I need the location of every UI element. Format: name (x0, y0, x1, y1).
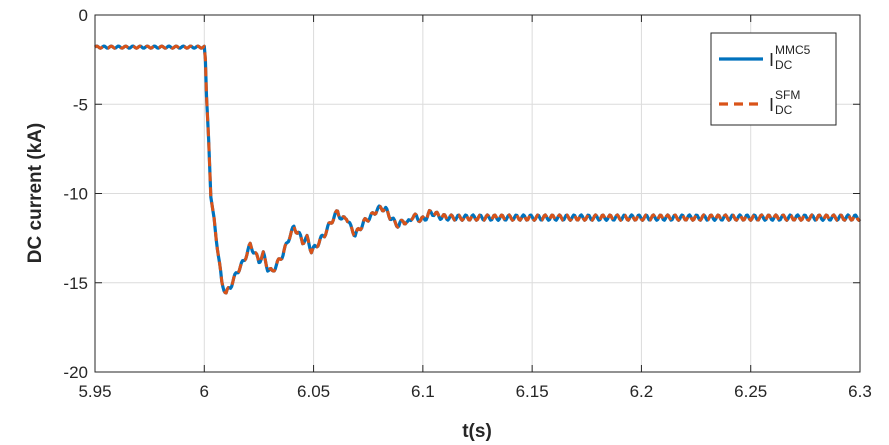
y-tick-label: 0 (79, 6, 88, 25)
x-tick-label: 5.95 (78, 382, 111, 401)
x-tick-label: 6.25 (734, 382, 767, 401)
series-line-2 (94, 44, 862, 295)
y-tick-label: -5 (73, 95, 88, 114)
y-tick-label: -15 (63, 274, 88, 293)
x-tick-label: 6 (200, 382, 209, 401)
legend: IMMC5 DC ISFM DC (710, 32, 837, 126)
x-axis-label: t(s) (462, 421, 492, 442)
series-layer (94, 44, 862, 295)
y-axis-label: DC current (kA) (25, 123, 46, 263)
y-tick-label: -10 (63, 185, 88, 204)
x-tick-label: 6.1 (411, 382, 435, 401)
x-tick-label: 6.05 (297, 382, 330, 401)
legend-label-2: ISFM DC (769, 88, 800, 117)
ticks: 5.95 6 6.05 6.1 6.15 6.2 6.25 6.3 0 -5 -10 -15 -20 (63, 6, 871, 401)
x-tick-label: 6.2 (630, 382, 654, 401)
legend-label-1: IMMC5 DC (769, 43, 811, 72)
x-tick-label: 6.15 (516, 382, 549, 401)
x-tick-label: 6.3 (848, 382, 872, 401)
legend-box (710, 32, 837, 126)
y-tick-label: -20 (63, 363, 88, 382)
